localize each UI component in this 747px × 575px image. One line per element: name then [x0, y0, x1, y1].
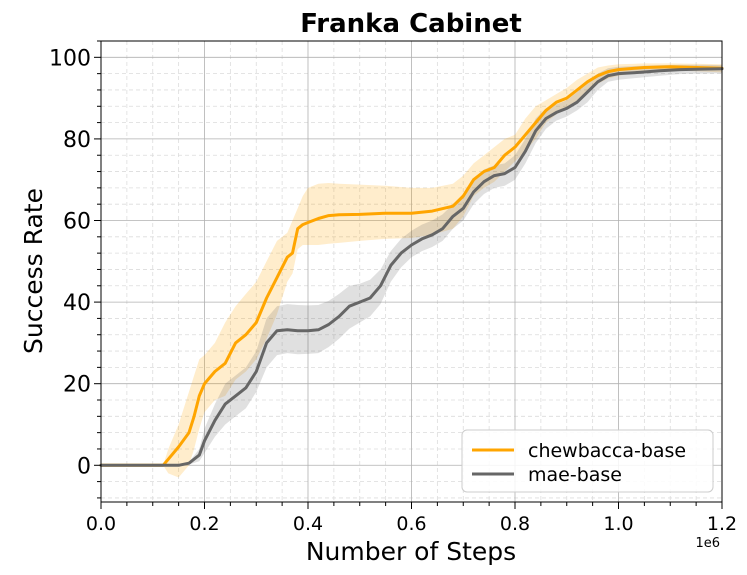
- x-tick-label: 0.0: [86, 513, 116, 535]
- y-tick-label: 100: [49, 46, 91, 71]
- x-tick-label: 0.2: [189, 513, 219, 535]
- confidence-band-mae-base: [101, 64, 722, 466]
- x-tick-label: 0.4: [293, 513, 323, 535]
- x-tick-label: 0.6: [396, 513, 426, 535]
- y-tick-label: 0: [77, 454, 91, 479]
- x-tick-label: 0.8: [500, 513, 530, 535]
- y-axis-label: Success Rate: [19, 188, 48, 354]
- x-offset-label: 1e6: [695, 536, 720, 551]
- x-tick-label: 1.2: [707, 513, 737, 535]
- confidence-bands: [101, 63, 722, 478]
- legend-box: [461, 429, 714, 493]
- y-tick-label: 60: [63, 210, 91, 235]
- axis-ticks: [94, 40, 723, 509]
- chart-title: Franka Cabinet: [300, 9, 522, 39]
- x-tick-label: 1.0: [603, 513, 633, 535]
- tick-labels: 0.0 0.2 0.4 0.6 0.8 1.0 1.2 0 20 40 60 80 100: [49, 46, 737, 535]
- x-axis-label: Number of Steps: [306, 537, 516, 566]
- y-tick-label: 80: [63, 128, 91, 153]
- series-line-mae-base: [99, 67, 724, 467]
- series-line-chewbacca-base: [99, 65, 724, 467]
- legend-label-mae-base: mae-base: [528, 464, 622, 486]
- y-tick-label: 40: [63, 291, 91, 316]
- y-tick-label: 20: [63, 373, 91, 398]
- legend-label-chewbacca-base: chewbacca-base: [528, 440, 686, 462]
- series-lines: [99, 65, 724, 467]
